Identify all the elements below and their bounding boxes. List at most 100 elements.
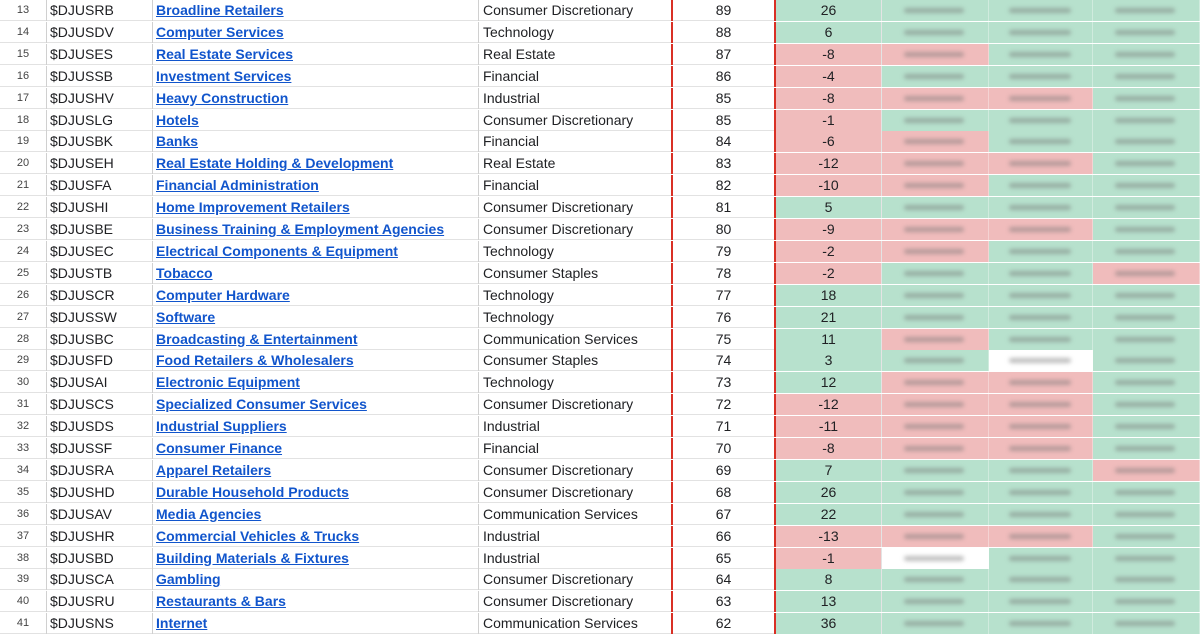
industry-name-cell[interactable]: Banks — [153, 131, 479, 153]
industry-link[interactable]: Computer Hardware — [156, 286, 290, 303]
change-cell[interactable]: -11 — [776, 416, 882, 438]
industry-link[interactable]: Real Estate Holding & Development — [156, 155, 394, 172]
industry-link[interactable]: Computer Services — [156, 23, 284, 40]
sector-cell[interactable]: Consumer Staples — [483, 264, 599, 281]
rank-cell[interactable]: 75 — [671, 328, 776, 350]
industry-link[interactable]: Consumer Finance — [156, 440, 283, 456]
industry-link[interactable]: Internet — [156, 615, 208, 632]
change-cell[interactable]: 22 — [776, 503, 882, 525]
industry-link[interactable]: Real Estate Services — [156, 45, 293, 62]
sector-cell[interactable]: Industrial — [483, 89, 540, 106]
industry-name-cell[interactable]: Business Training & Employment Agencies — [153, 219, 479, 240]
change-cell[interactable]: 36 — [776, 613, 882, 634]
change-cell[interactable]: 3 — [776, 350, 882, 372]
industry-link[interactable]: Media Agencies — [156, 505, 262, 522]
sector-cell[interactable]: Consumer Discretionary — [483, 461, 634, 478]
industry-name-cell[interactable]: Internet — [153, 613, 479, 634]
industry-name-cell[interactable]: Real Estate Services — [153, 43, 479, 65]
symbol-cell[interactable]: $DJUSSB — [47, 65, 153, 87]
industry-link[interactable]: Banks — [156, 133, 199, 150]
industry-link[interactable]: Building Materials & Fixtures — [156, 549, 349, 566]
symbol-cell[interactable]: $DJUSRA — [47, 459, 153, 481]
symbol-cell[interactable]: $DJUSBD — [47, 547, 153, 569]
change-cell[interactable]: 12 — [776, 372, 882, 394]
rank-cell[interactable]: 86 — [671, 65, 776, 87]
rank-cell[interactable]: 81 — [671, 197, 776, 219]
industry-name-cell[interactable]: Durable Household Products — [153, 481, 479, 503]
industry-link[interactable]: Electrical Components & Equipment — [156, 242, 398, 259]
industry-link[interactable]: Industrial Suppliers — [156, 418, 287, 435]
rank-cell[interactable]: 62 — [671, 613, 776, 634]
symbol-cell[interactable]: $DJUSLG — [47, 109, 153, 131]
symbol-cell[interactable]: $DJUSFD — [47, 350, 153, 372]
change-cell[interactable]: -9 — [776, 219, 882, 240]
change-cell[interactable]: -10 — [776, 175, 882, 197]
symbol-cell[interactable]: $DJUSNS — [47, 613, 153, 634]
symbol-cell[interactable]: $DJUSCA — [47, 569, 153, 591]
rank-cell[interactable]: 72 — [671, 394, 776, 416]
industry-name-cell[interactable]: Building Materials & Fixtures — [153, 547, 479, 569]
rank-cell[interactable]: 65 — [671, 547, 776, 569]
change-cell[interactable]: -2 — [776, 262, 882, 284]
symbol-cell[interactable]: $DJUSBC — [47, 328, 153, 350]
rank-cell[interactable]: 74 — [671, 350, 776, 372]
rank-cell[interactable]: 68 — [671, 481, 776, 503]
rank-cell[interactable]: 82 — [671, 175, 776, 197]
symbol-cell[interactable]: $DJUSBK — [47, 131, 153, 153]
industry-link[interactable]: Food Retailers & Wholesalers — [156, 352, 354, 369]
sector-cell[interactable]: Industrial — [483, 418, 540, 435]
sector-cell[interactable]: Consumer Discretionary — [483, 396, 634, 413]
rank-cell[interactable]: 70 — [671, 438, 776, 459]
rank-cell[interactable]: 80 — [671, 219, 776, 240]
symbol-cell[interactable]: $DJUSFA — [47, 175, 153, 197]
change-cell[interactable]: 8 — [776, 569, 882, 591]
industry-link[interactable]: Business Training & Employment Agencies — [156, 221, 445, 237]
industry-link[interactable]: Broadline Retailers — [156, 2, 284, 18]
symbol-cell[interactable]: $DJUSCR — [47, 284, 153, 306]
symbol-cell[interactable]: $DJUSHD — [47, 481, 153, 503]
change-cell[interactable]: 18 — [776, 284, 882, 306]
industry-link[interactable]: Home Improvement Retailers — [156, 199, 350, 216]
rank-cell[interactable]: 76 — [671, 306, 776, 328]
symbol-cell[interactable]: $DJUSDV — [47, 21, 153, 43]
industry-name-cell[interactable]: Broadcasting & Entertainment — [153, 328, 479, 350]
sector-cell[interactable]: Real Estate — [483, 45, 556, 62]
sector-cell[interactable]: Communication Services — [483, 615, 638, 632]
industry-name-cell[interactable]: Software — [153, 306, 479, 328]
symbol-cell[interactable]: $DJUSAV — [47, 503, 153, 525]
sector-cell[interactable]: Financial — [483, 67, 540, 84]
change-cell[interactable]: -2 — [776, 240, 882, 262]
industry-link[interactable]: Specialized Consumer Services — [156, 396, 367, 413]
change-cell[interactable]: 11 — [776, 328, 882, 350]
industry-link[interactable]: Financial Administration — [156, 177, 319, 194]
sector-cell[interactable]: Technology — [483, 308, 554, 325]
rank-cell[interactable]: 71 — [671, 416, 776, 438]
industry-name-cell[interactable]: Electrical Components & Equipment — [153, 240, 479, 262]
symbol-cell[interactable]: $DJUSSW — [47, 306, 153, 328]
change-cell[interactable]: -1 — [776, 109, 882, 131]
rank-cell[interactable]: 67 — [671, 503, 776, 525]
rank-cell[interactable]: 83 — [671, 153, 776, 175]
rank-cell[interactable]: 73 — [671, 372, 776, 394]
industry-link[interactable]: Electronic Equipment — [156, 374, 300, 391]
symbol-cell[interactable]: $DJUSRU — [47, 591, 153, 613]
sector-cell[interactable]: Communication Services — [483, 330, 638, 347]
symbol-cell[interactable]: $DJUSTB — [47, 262, 153, 284]
industry-link[interactable]: Broadcasting & Entertainment — [156, 330, 358, 347]
industry-link[interactable]: Software — [156, 308, 216, 325]
industry-name-cell[interactable]: Tobacco — [153, 262, 479, 284]
industry-name-cell[interactable]: Hotels — [153, 109, 479, 131]
industry-link[interactable]: Restaurants & Bars — [156, 593, 286, 610]
industry-name-cell[interactable]: Investment Services — [153, 65, 479, 87]
symbol-cell[interactable]: $DJUSBE — [47, 219, 153, 240]
industry-name-cell[interactable]: Media Agencies — [153, 503, 479, 525]
symbol-cell[interactable]: $DJUSAI — [47, 372, 153, 394]
industry-link[interactable]: Apparel Retailers — [156, 461, 272, 478]
sector-cell[interactable]: Communication Services — [483, 505, 638, 522]
symbol-cell[interactable]: $DJUSDS — [47, 416, 153, 438]
rank-cell[interactable]: 85 — [671, 109, 776, 131]
industry-name-cell[interactable]: Electronic Equipment — [153, 372, 479, 394]
industry-name-cell[interactable]: Gambling — [153, 569, 479, 591]
sector-cell[interactable]: Consumer Discretionary — [483, 199, 634, 216]
rank-cell[interactable]: 85 — [671, 87, 776, 109]
